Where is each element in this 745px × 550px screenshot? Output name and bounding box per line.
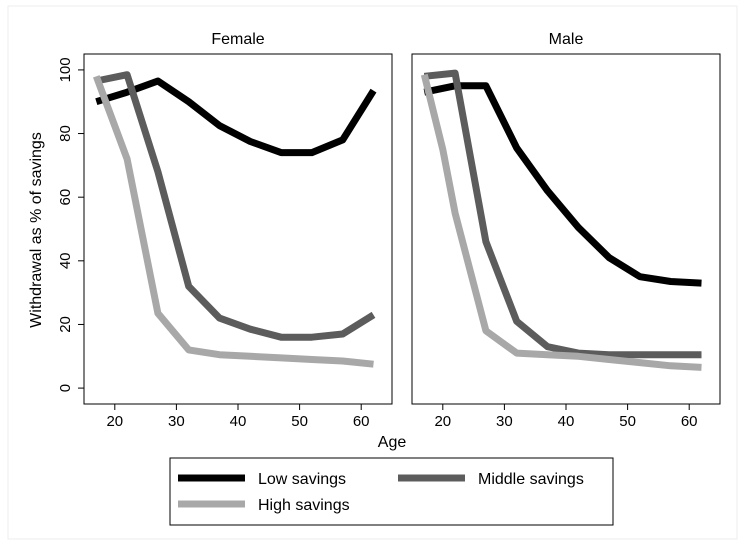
x-tick-label-male-50: 50 (619, 413, 636, 430)
series-line-female-low-savings (95, 77, 377, 157)
legend: Low savings Middle savings High savings (169, 457, 614, 526)
x-tick-label-female-50: 50 (291, 413, 308, 430)
y-tick-label-0: 0 (57, 384, 74, 392)
series-line-male-low-savings (423, 82, 702, 287)
legend-label-high-savings: High savings (258, 497, 350, 514)
x-tick-label-male-20: 20 (434, 413, 451, 430)
x-tick-label-female-30: 30 (168, 413, 185, 430)
y-axis-label: Withdrawal as % of savings (28, 132, 45, 328)
series-line-male-middle-savings (423, 69, 702, 359)
legend-label-low-savings: Low savings (258, 471, 346, 488)
y-tick-label-60: 60 (57, 189, 74, 206)
x-tick-label-female-20: 20 (106, 413, 123, 430)
x-axis-label: Age (378, 434, 407, 451)
series-line-male-high-savings (420, 73, 702, 371)
panel-male: Male 20 30 40 50 60 (411, 31, 721, 430)
panel-female: Female 20 30 40 50 60 0 20 40 60 80 100 (57, 31, 393, 430)
series-line-female-high-savings (93, 75, 374, 368)
panel-title-male: Male (549, 31, 584, 48)
x-tick-label-male-60: 60 (681, 413, 698, 430)
x-tick-label-male-30: 30 (496, 413, 513, 430)
x-tick-label-female-60: 60 (353, 413, 370, 430)
y-tick-label-40: 40 (57, 252, 74, 269)
y-tick-label-80: 80 (57, 125, 74, 142)
y-tick-label-20: 20 (57, 316, 74, 333)
plot-area-female (83, 53, 393, 405)
legend-box (169, 457, 614, 526)
figure-border (7, 5, 738, 540)
x-tick-label-male-40: 40 (558, 413, 575, 430)
x-tick-label-female-40: 40 (230, 413, 247, 430)
series-line-female-middle-savings (95, 71, 376, 341)
y-tick-label-100: 100 (57, 57, 74, 82)
legend-label-middle-savings: Middle savings (478, 471, 584, 488)
panel-title-female: Female (211, 31, 264, 48)
